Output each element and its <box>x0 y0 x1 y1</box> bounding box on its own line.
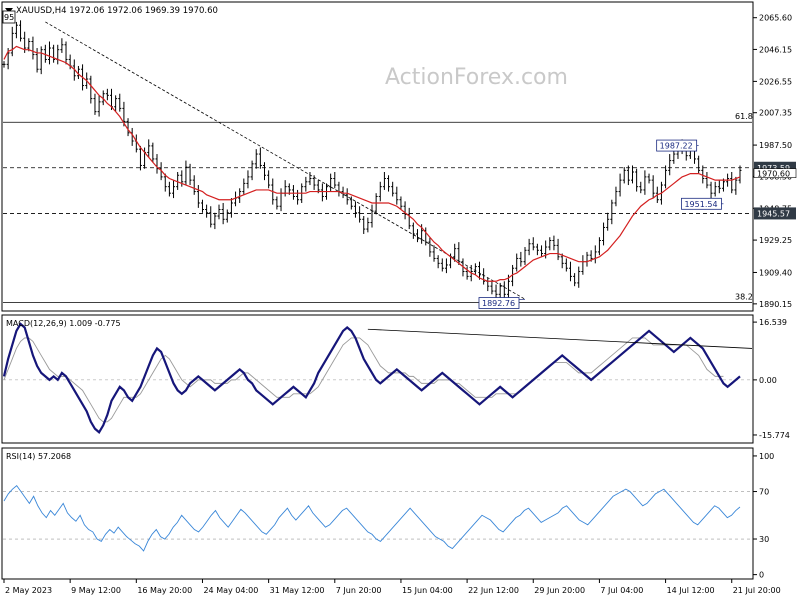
price-panel-frame <box>1 1 754 312</box>
price-annotation-box <box>478 297 520 309</box>
x-axis: 2 May 2023 9 May 12:00 16 May 20:00 24 May … <box>3 579 781 595</box>
x-tick-label: 9 May 12:00 <box>71 586 121 595</box>
macd-layer: 16.539 0.00 -15.774 <box>2 318 790 440</box>
rsi-tick-label: 0 <box>759 571 764 580</box>
rsi-line <box>3 484 741 552</box>
macd-tick-label: 0.00 <box>759 376 777 385</box>
current-price-tag <box>753 168 797 178</box>
price-annotation-label: 1951.54 <box>684 200 717 209</box>
corner-label: 95 <box>4 13 14 22</box>
price-tick-label: 1929.25 <box>759 236 792 245</box>
level-price-tag-label: 1945.57 <box>757 209 790 218</box>
macd-signal-line <box>3 337 724 423</box>
x-tick-label: 24 May 04:00 <box>203 586 258 595</box>
x-tick-label: 2 May 2023 <box>5 586 52 595</box>
level-price-tag <box>754 207 796 220</box>
macd-tick-label: -15.774 <box>759 431 790 440</box>
price-annotation-label: 1892.76 <box>482 299 515 308</box>
x-tick-label: 14 Jul 12:00 <box>667 586 715 595</box>
rsi-layer: 100 70 30 0 <box>3 452 774 580</box>
price-tick-label: 2065.60 <box>759 14 792 23</box>
rsi-tick-label: 100 <box>759 452 774 461</box>
moving-average-line <box>3 45 741 282</box>
x-tick-label: 22 Jun 12:00 <box>468 586 519 595</box>
fib-level-label: 38.2 <box>735 292 753 301</box>
dropdown-triangle-icon[interactable] <box>5 8 13 13</box>
watermark: ActionForex.com <box>385 65 568 90</box>
macd-divergence-line <box>367 328 753 349</box>
price-tick-label: 1890.15 <box>759 300 792 309</box>
x-tick-label: 31 May 12:00 <box>270 586 325 595</box>
rsi-label: RSI(14) 57.2068 <box>6 452 71 461</box>
x-tick-label: 7 Jun 20:00 <box>336 586 382 595</box>
x-tick-label: 21 Jul 20:00 <box>733 586 781 595</box>
rsi-panel-frame <box>1 447 754 580</box>
fib-level-label: 61.8 <box>735 112 753 121</box>
price-tick-label: 1909.40 <box>759 268 792 277</box>
symbol-header: XAUUSD,H4 1972.06 1972.06 1969.39 1970.6… <box>16 6 218 16</box>
x-tick-label: 16 May 20:00 <box>137 586 192 595</box>
price-tick-label: 2026.55 <box>759 77 792 86</box>
price-layer: 2065.602046.152026.552007.351987.501968.… <box>2 14 797 309</box>
price-tick-label: 2007.35 <box>759 109 792 118</box>
macd-tick-label: 16.539 <box>759 318 787 327</box>
x-tick-label: 29 Jun 20:00 <box>534 586 585 595</box>
macd-label: MACD(12,26,9) 1.009 -0.775 <box>6 319 121 328</box>
price-tick-label: 2046.15 <box>759 45 792 54</box>
x-tick-label: 7 Jul 04:00 <box>600 586 643 595</box>
x-tick-label: 15 Jun 04:00 <box>402 586 453 595</box>
rsi-tick-label: 30 <box>759 535 769 544</box>
level-price-tag-label: 1973.59 <box>757 164 790 173</box>
current-price-label: 1970.60 <box>757 170 790 179</box>
rsi-tick-label: 70 <box>759 488 769 497</box>
price-tick-label: 1987.50 <box>759 141 792 150</box>
price-annotation-label: 1987.22 <box>660 142 693 151</box>
macd-panel-frame <box>1 314 754 444</box>
macd-line <box>2 322 741 434</box>
corner-label-box <box>2 10 16 24</box>
